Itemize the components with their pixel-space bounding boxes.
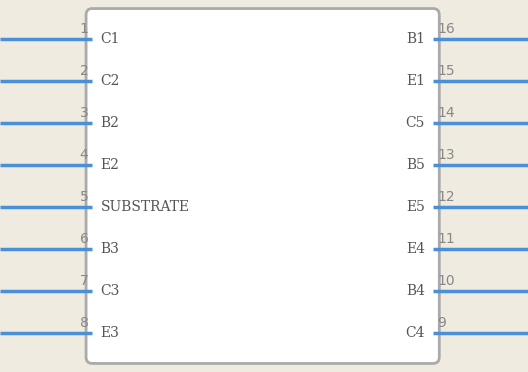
Text: C3: C3 [100,284,120,298]
Text: C1: C1 [100,32,120,46]
Text: E5: E5 [406,200,425,214]
FancyBboxPatch shape [86,9,439,363]
Text: 8: 8 [80,316,88,330]
Text: B5: B5 [406,158,425,172]
Text: SUBSTRATE: SUBSTRATE [100,200,190,214]
Text: 16: 16 [437,22,455,36]
Text: 9: 9 [437,316,446,330]
Text: 2: 2 [80,64,88,78]
Text: E3: E3 [100,326,119,340]
Text: 7: 7 [80,274,88,288]
Text: E4: E4 [406,242,425,256]
Text: C2: C2 [100,74,120,88]
Text: 3: 3 [80,106,88,120]
Text: 11: 11 [437,232,455,246]
Text: 1: 1 [80,22,88,36]
Text: C5: C5 [406,116,425,130]
Text: 5: 5 [80,190,88,204]
Text: 12: 12 [437,190,455,204]
Text: E1: E1 [406,74,425,88]
Text: E2: E2 [100,158,119,172]
Text: C4: C4 [406,326,425,340]
Text: B1: B1 [406,32,425,46]
Text: 15: 15 [437,64,455,78]
Text: B2: B2 [100,116,119,130]
Text: 13: 13 [437,148,455,162]
Text: 10: 10 [437,274,455,288]
Text: B3: B3 [100,242,119,256]
Text: 14: 14 [437,106,455,120]
Text: B4: B4 [406,284,425,298]
Text: 6: 6 [80,232,88,246]
Text: 4: 4 [80,148,88,162]
